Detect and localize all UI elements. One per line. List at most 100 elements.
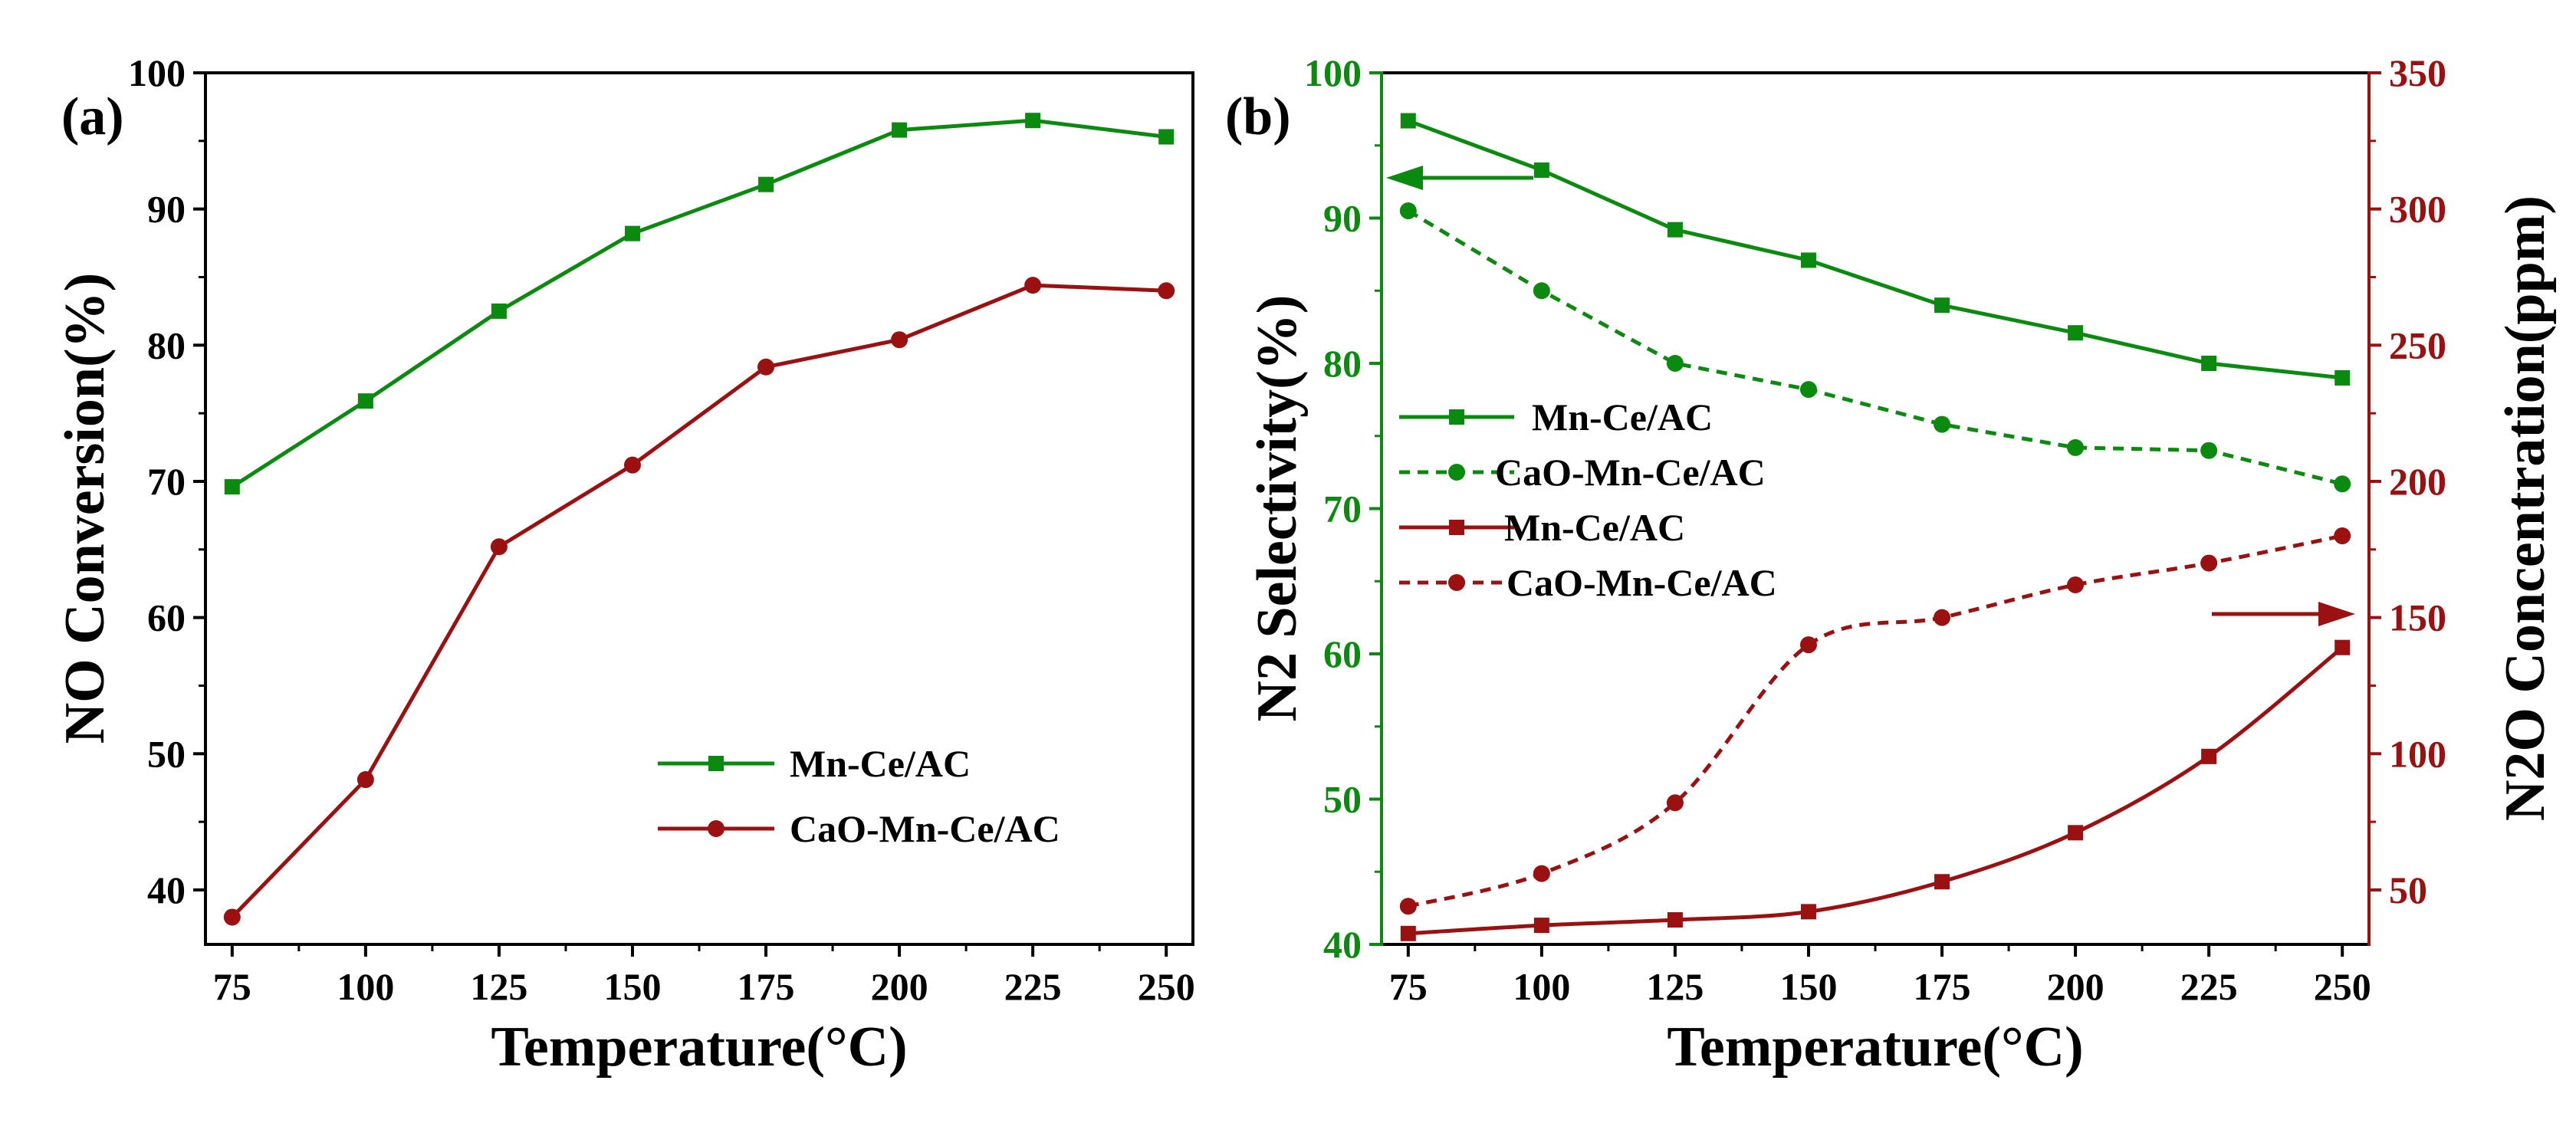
data-point-1-5 <box>891 331 909 349</box>
data-point-2-3 <box>1800 904 1816 920</box>
data-point-0-2 <box>1667 222 1683 238</box>
data-point-1-7 <box>2334 475 2351 493</box>
x-tick-label-2: 125 <box>470 965 527 1008</box>
panel-a-chart: 40 50 60 70 80 90 100 75 100 125 150 175 200 225 250 Te… <box>54 51 1195 1079</box>
legend-marker-2 <box>1449 520 1464 535</box>
panel-b-chart: 40 50 60 70 80 90 100 50 100 150 200 250 300 350 75 100… <box>1225 51 2557 1079</box>
series-line-1 <box>1407 209 2343 486</box>
y-left-tick-label-3: 70 <box>1323 488 1362 530</box>
x-tick-label-5: 200 <box>871 965 928 1008</box>
data-point-0-0 <box>1400 113 1416 129</box>
legend-label-2: Mn-Ce/AC <box>1504 506 1685 549</box>
x-tick-label-3: 150 <box>603 965 661 1008</box>
x-tick-label-1: 100 <box>337 965 394 1008</box>
x-tick-label-3: 150 <box>1779 965 1837 1008</box>
data-point-2-4 <box>1934 874 1950 890</box>
y-right-tick-label-3: 200 <box>2389 460 2446 503</box>
legend-marker-3 <box>1448 574 1465 591</box>
x-tick-label-4: 175 <box>738 965 795 1008</box>
series-line-1 <box>231 283 1167 919</box>
series-line-0 <box>231 118 1167 489</box>
y-left-tick-label-1: 50 <box>1323 778 1362 821</box>
data-point-1-5 <box>2067 438 2085 456</box>
x-tick-label-2: 125 <box>1646 965 1704 1008</box>
x-axis-title: Temperature(°C) <box>1667 1016 2083 1079</box>
legend-marker-0 <box>1449 409 1464 425</box>
x-tick-label-6: 225 <box>1004 965 1062 1008</box>
legend-marker-1 <box>1448 464 1465 481</box>
data-point-1-7 <box>1158 282 1175 300</box>
y-tick-label-5: 90 <box>147 188 186 231</box>
y-left-tick-label-6: 100 <box>1304 51 1362 94</box>
legend-label-0: Mn-Ce/AC <box>1532 396 1713 438</box>
data-point-2-7 <box>2334 639 2351 655</box>
data-point-3-0 <box>1399 898 1417 915</box>
series-line-0 <box>1407 119 2343 380</box>
data-point-3-5 <box>2067 576 2085 593</box>
y-left-axis-title: N2 Selectivity(%) <box>1246 295 1309 722</box>
panel-label-b: (b) <box>1225 87 1291 146</box>
data-point-2-6 <box>2201 748 2217 764</box>
legend-label-1: CaO-Mn-Ce/AC <box>790 807 1060 850</box>
y-axis-title: NO Conversion(%) <box>54 273 117 744</box>
y-tick-label-0: 40 <box>147 869 186 911</box>
data-point-3-1 <box>1533 865 1550 882</box>
y-right-tick-label-0: 50 <box>2389 869 2427 911</box>
x-tick-label-6: 225 <box>2180 965 2238 1008</box>
data-point-3-2 <box>1666 794 1684 812</box>
x-tick-label-1: 100 <box>1513 965 1570 1008</box>
legend-label-1: CaO-Mn-Ce/AC <box>1495 451 1766 494</box>
data-point-3-7 <box>2334 527 2351 545</box>
data-point-1-2 <box>490 538 508 556</box>
data-point-0-1 <box>1533 162 1549 178</box>
legend-label-0: Mn-Ce/AC <box>790 742 971 785</box>
legend-marker-0 <box>708 756 724 771</box>
y-tick-label-2: 60 <box>147 596 186 639</box>
data-point-0-6 <box>1025 113 1041 129</box>
data-point-2-2 <box>1667 912 1683 928</box>
y-right-tick-label-5: 300 <box>2389 188 2446 231</box>
data-point-2-1 <box>1533 918 1549 934</box>
y-left-tick-label-0: 40 <box>1323 923 1362 966</box>
data-point-0-2 <box>491 303 507 319</box>
data-point-0-7 <box>1158 129 1175 145</box>
legend-marker-1 <box>708 820 724 837</box>
x-tick-label-0: 75 <box>1389 965 1428 1008</box>
y-right-tick-label-1: 100 <box>2389 732 2446 775</box>
data-point-1-6 <box>2200 442 2218 459</box>
data-point-1-2 <box>1666 355 1684 372</box>
y-right-tick-label-6: 350 <box>2389 51 2446 94</box>
data-point-0-4 <box>1934 297 1950 314</box>
data-point-1-0 <box>1399 202 1417 220</box>
data-point-0-6 <box>2201 356 2217 371</box>
y-left-tick-label-5: 90 <box>1323 197 1362 240</box>
y-tick-label-4: 80 <box>147 323 186 366</box>
data-point-3-4 <box>1934 609 1951 626</box>
data-point-1-0 <box>223 908 241 926</box>
data-point-1-1 <box>356 771 374 789</box>
y-right-tick-label-4: 250 <box>2389 323 2446 366</box>
y-tick-label-1: 50 <box>147 732 186 775</box>
legend-label-3: CaO-Mn-Ce/AC <box>1506 561 1777 604</box>
series-line-2 <box>1408 645 2344 936</box>
y-right-axis-title: N2O Concentration(ppm) <box>2494 195 2557 821</box>
data-point-1-3 <box>623 456 641 474</box>
data-point-1-4 <box>1934 415 1951 433</box>
left-arrow-head <box>1386 166 1423 190</box>
x-axis-title: Temperature(°C) <box>491 1016 907 1079</box>
right-arrow-head <box>2318 602 2355 626</box>
y-right-tick-label-2: 150 <box>2389 596 2446 639</box>
data-point-0-5 <box>2068 325 2084 341</box>
data-point-1-4 <box>757 358 775 376</box>
data-point-1-6 <box>1024 277 1042 294</box>
panel-label-a: (a) <box>61 87 124 146</box>
data-point-3-6 <box>2200 554 2218 572</box>
data-point-2-5 <box>2068 825 2084 841</box>
data-point-0-1 <box>357 393 373 409</box>
data-point-0-0 <box>224 479 240 495</box>
data-point-3-3 <box>1799 636 1817 654</box>
x-tick-label-4: 175 <box>1914 965 1971 1008</box>
data-point-0-3 <box>1800 252 1816 268</box>
y-tick-label-3: 70 <box>147 460 186 503</box>
